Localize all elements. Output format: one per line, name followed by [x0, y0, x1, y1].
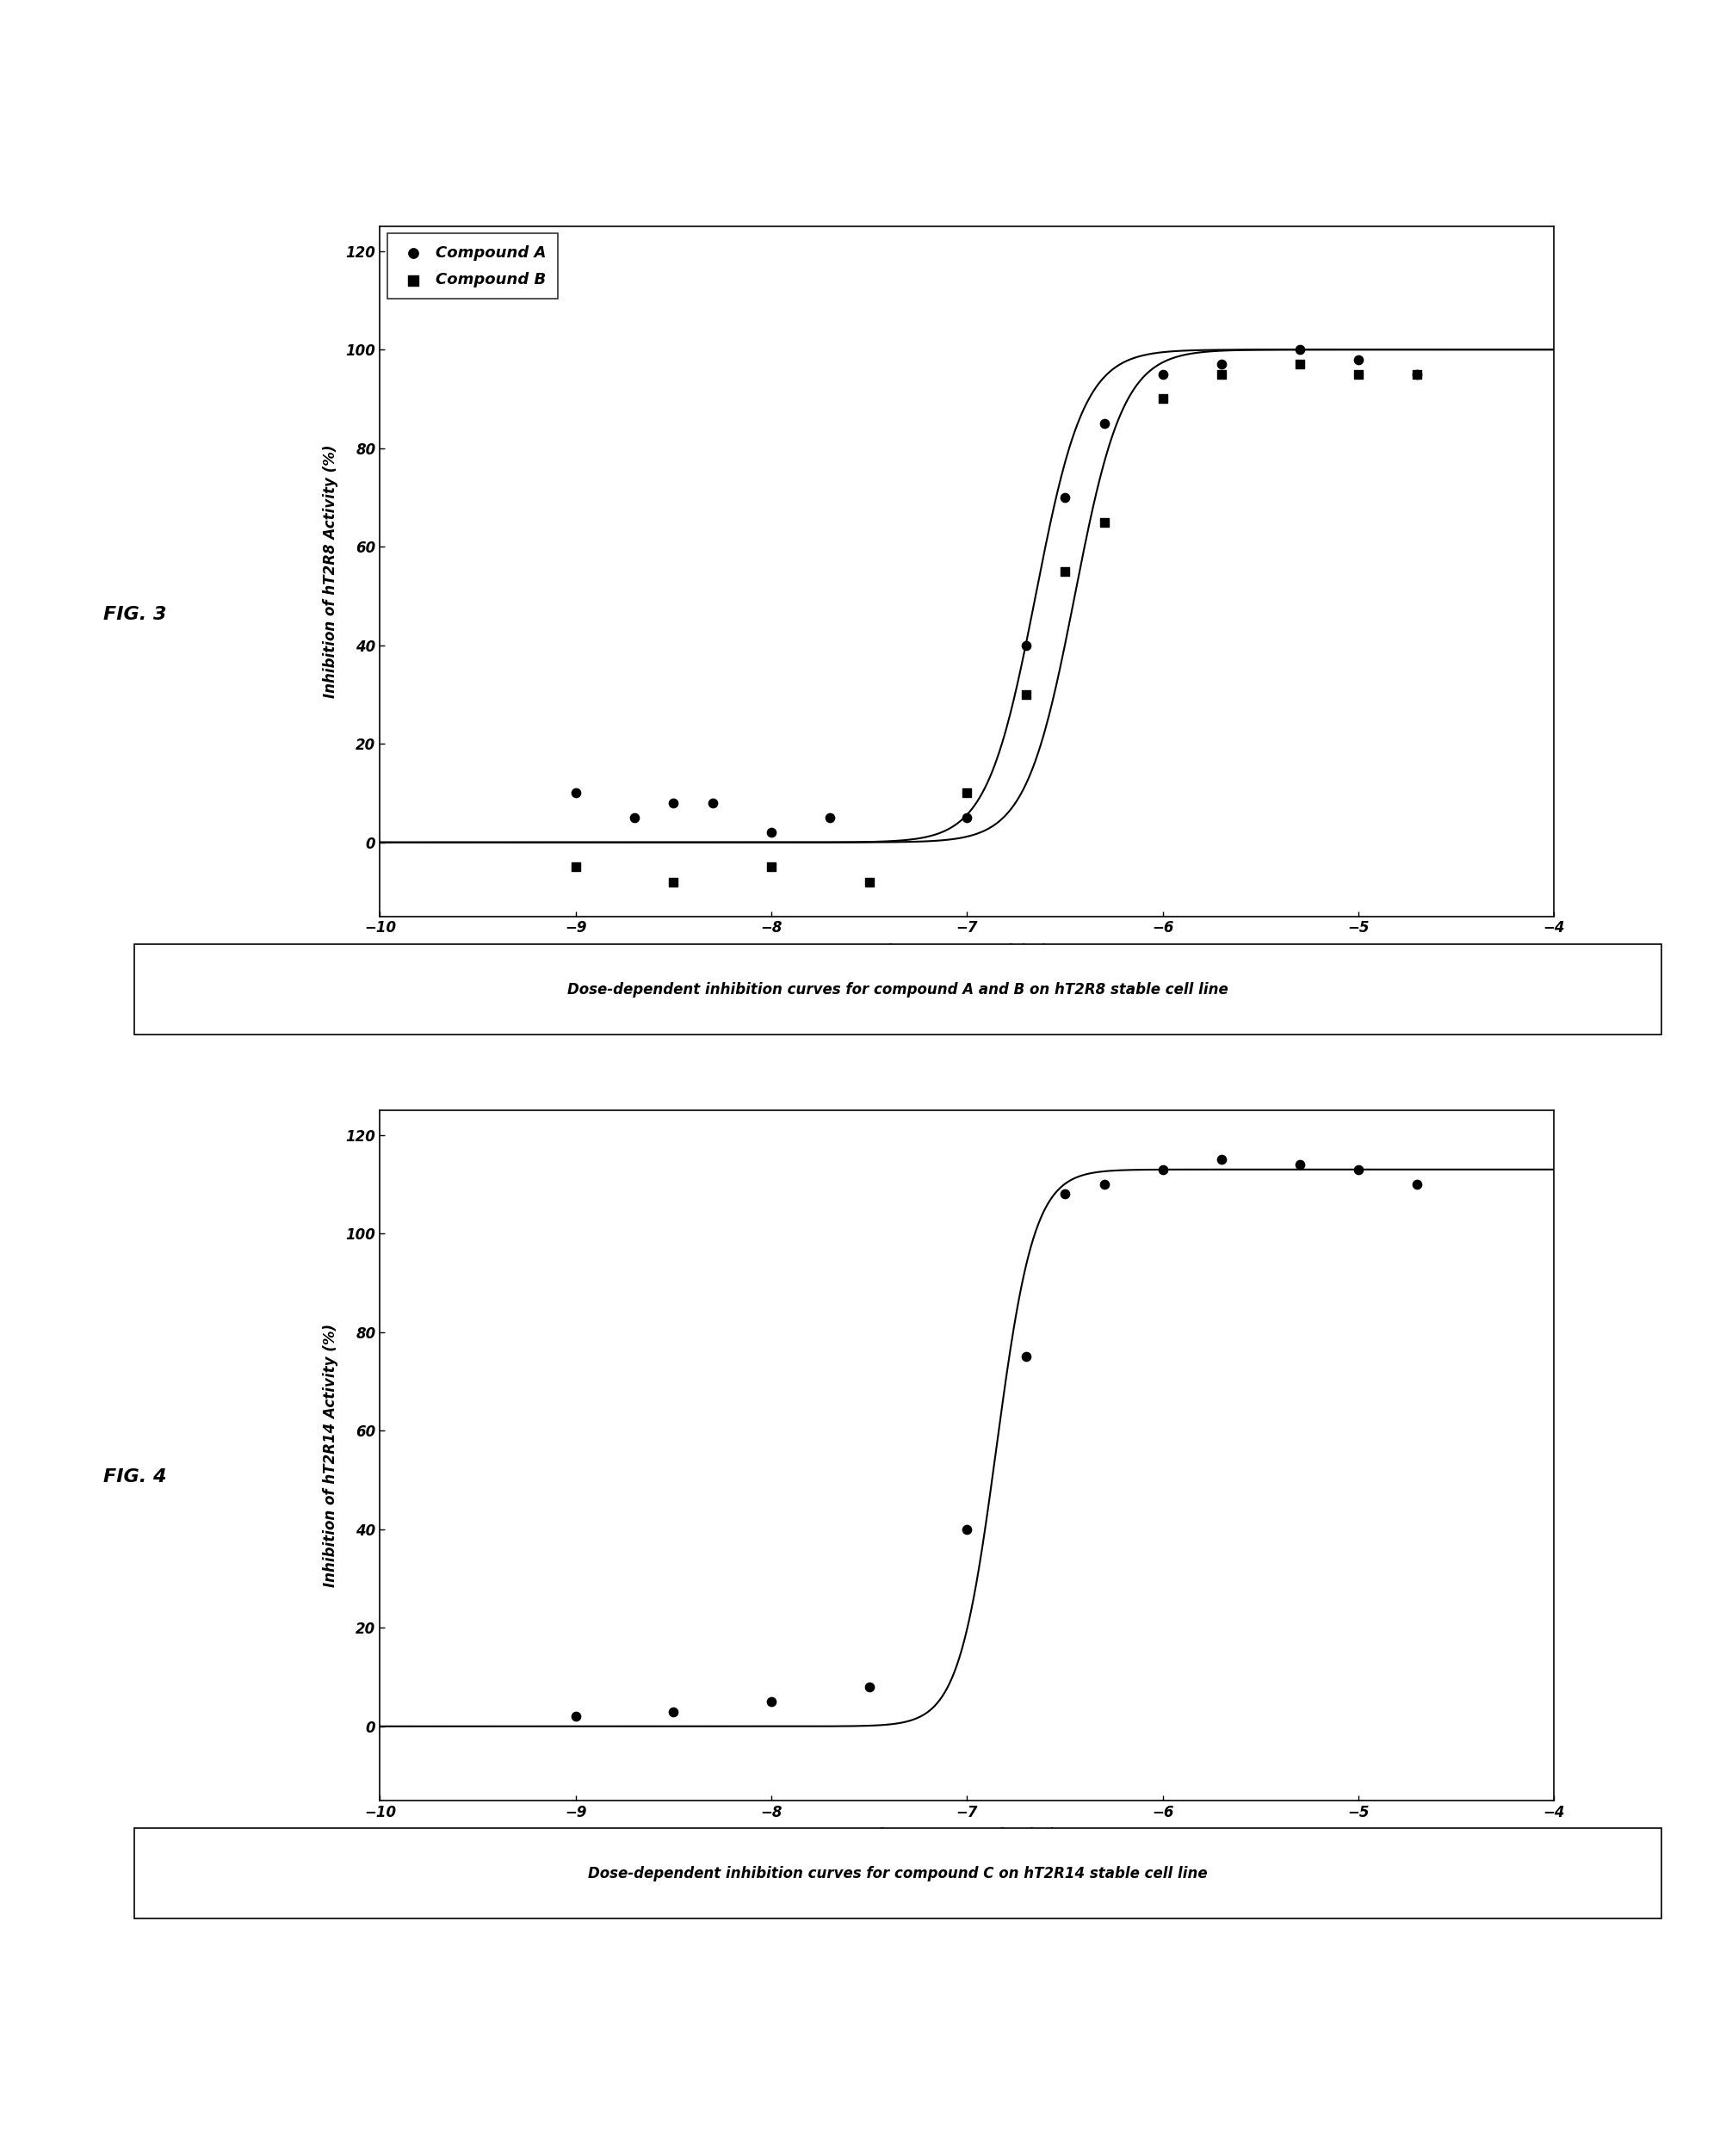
Compound C: [1148, 1151, 1175, 1186]
Compound B: [854, 865, 882, 899]
Compound B: [953, 776, 980, 811]
Legend: Compound A, Compound B: Compound A, Compound B: [387, 233, 557, 300]
Y-axis label: Inhibition of hT2R8 Activity (%): Inhibition of hT2R8 Activity (%): [323, 444, 338, 699]
Compound B: [1051, 554, 1079, 589]
Compound B: [561, 849, 589, 884]
Compound B: [1286, 347, 1313, 382]
Text: FIG. 4: FIG. 4: [104, 1468, 167, 1485]
Compound B: [1345, 358, 1372, 392]
Compound A: [1345, 343, 1372, 377]
Text: Dose-dependent inhibition curves for compound A and B on hT2R8 stable cell line: Dose-dependent inhibition curves for com…: [568, 981, 1227, 998]
X-axis label: log Compound C (M): log Compound C (M): [879, 1826, 1055, 1843]
Compound C: [1206, 1143, 1234, 1177]
Compound C: [659, 1695, 687, 1729]
Compound B: [1148, 382, 1175, 416]
Text: Dose-dependent inhibition curves for compound C on hT2R14 stable cell line: Dose-dependent inhibition curves for com…: [589, 1865, 1206, 1882]
Compound A: [816, 800, 844, 834]
Compound A: [1089, 405, 1117, 440]
Compound A: [1011, 627, 1039, 662]
Compound A: [1051, 481, 1079, 515]
Compound A: [953, 800, 980, 834]
X-axis label: log Compound (M): log Compound (M): [887, 942, 1046, 959]
Y-axis label: Inhibition of hT2R14 Activity (%): Inhibition of hT2R14 Activity (%): [323, 1324, 338, 1587]
Compound B: [659, 865, 687, 899]
Compound B: [1206, 358, 1234, 392]
Compound C: [1051, 1177, 1079, 1212]
Compound C: [1286, 1147, 1313, 1181]
Compound A: [561, 776, 589, 811]
Compound A: [758, 815, 785, 849]
Compound B: [1403, 358, 1431, 392]
Compound C: [561, 1699, 589, 1733]
Compound C: [1011, 1339, 1039, 1373]
Compound B: [1011, 677, 1039, 711]
Compound C: [854, 1669, 882, 1703]
Compound A: [1206, 347, 1234, 382]
Compound A: [1286, 332, 1313, 367]
Compound A: [1403, 358, 1431, 392]
Compound A: [659, 785, 687, 819]
Compound C: [1089, 1166, 1117, 1201]
Compound B: [758, 849, 785, 884]
Text: FIG. 3: FIG. 3: [104, 606, 167, 623]
Compound C: [1345, 1151, 1372, 1186]
Compound C: [758, 1684, 785, 1718]
Compound A: [620, 800, 647, 834]
Compound B: [1089, 505, 1117, 539]
Compound C: [1403, 1166, 1431, 1201]
Compound A: [1148, 358, 1175, 392]
Compound C: [953, 1511, 980, 1546]
Compound A: [699, 785, 727, 819]
